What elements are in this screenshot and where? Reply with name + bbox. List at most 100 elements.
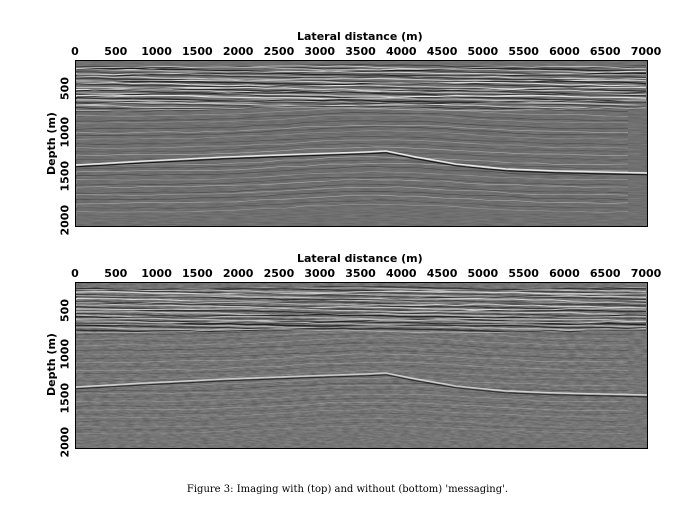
x-tick-label: 1000 (141, 45, 172, 58)
y-tick-label: 1500 (58, 382, 72, 414)
x-tick-label: 1500 (182, 45, 213, 58)
x-tick-label: 5500 (508, 45, 539, 58)
reflector-line (76, 178, 628, 192)
reflector-line (76, 135, 629, 149)
x-tick-label: 500 (104, 45, 128, 58)
x-tick-label: 6000 (549, 45, 580, 58)
x-tick-label: 6500 (589, 45, 621, 58)
x-tick-label: 3000 (304, 267, 336, 280)
figure-caption: Figure 3: Imaging with (top) and without… (186, 484, 509, 495)
x-tick-label: 5500 (508, 267, 539, 280)
reflector-line (76, 307, 647, 313)
seismic-image-bottom (75, 282, 648, 449)
reflector-line (76, 166, 629, 180)
reflector-line (76, 372, 647, 396)
x-tick-label: 5000 (467, 267, 499, 280)
reflector-line (76, 325, 647, 331)
reflector-line (76, 322, 647, 328)
x-tick-label: 2500 (263, 45, 295, 58)
reflector-line (76, 152, 647, 176)
reflector-line (76, 345, 629, 359)
reflector-line (76, 159, 628, 173)
x-tick-label: 0 (71, 45, 79, 58)
reflector-line (76, 333, 629, 346)
x-tick-label: 7000 (630, 267, 662, 280)
x-tick-label: 3500 (345, 267, 376, 280)
reflector-line (76, 186, 629, 199)
y-tick-label: 1500 (58, 160, 72, 192)
reflector-line (76, 353, 629, 367)
reflector-line (76, 397, 629, 411)
x-tick-label: 6500 (589, 267, 621, 280)
reflector-line (76, 290, 647, 296)
reflector-line (76, 156, 629, 169)
reflector-line (76, 130, 629, 144)
reflector-line (76, 388, 629, 402)
reflector-line (76, 357, 629, 371)
x-tick-label: 1500 (182, 267, 213, 280)
y-axis-label: Depth (m) (44, 333, 58, 396)
reflector-line (76, 64, 647, 69)
reflector-line (76, 361, 629, 375)
x-axis-label: Lateral distance (m) (297, 252, 423, 265)
reflector-line (76, 143, 629, 156)
reflector-line (76, 417, 628, 431)
reflector-line (76, 81, 647, 87)
reflector-line (76, 76, 647, 82)
reflector-line (76, 290, 647, 295)
reflector-line (76, 401, 629, 415)
reflector-line (76, 408, 629, 422)
reflector-line (76, 199, 629, 213)
reflector-line (76, 377, 629, 390)
reflector-line (76, 105, 647, 110)
reflector-line (76, 421, 629, 434)
reflector-line (76, 183, 629, 197)
seismic-image-svg (76, 283, 647, 448)
reflector-line (76, 301, 647, 306)
x-tick-label: 2000 (222, 267, 254, 280)
reflector-line (76, 369, 629, 383)
reflector-line (76, 70, 647, 76)
y-tick-label: 500 (58, 298, 72, 322)
y-axis-label: Depth (m) (44, 112, 58, 175)
reflector-line (76, 107, 629, 120)
reflector-line (76, 374, 647, 398)
reflector-line (76, 93, 647, 99)
reflector-line (76, 146, 628, 160)
x-tick-label: 6000 (549, 267, 580, 280)
reflector-line (76, 97, 647, 103)
reflector-line (76, 112, 629, 125)
reflector-line (76, 114, 629, 127)
x-tick-label: 5000 (467, 45, 499, 58)
x-tick-label: 1000 (141, 267, 172, 280)
reflector-line (76, 104, 647, 109)
reflector-line (76, 350, 629, 363)
reflector-line (76, 342, 629, 355)
reflector-line (76, 194, 629, 208)
reflector-line (76, 328, 647, 334)
x-tick-label: 3000 (304, 45, 336, 58)
reflector-line (76, 330, 629, 343)
reflector-line (76, 176, 629, 189)
reflector-line (76, 295, 647, 301)
reflector-line (76, 298, 647, 303)
reflector-line (76, 79, 647, 84)
reflector-line (76, 325, 629, 339)
reflector-line (76, 124, 629, 137)
reflector-line (76, 365, 629, 378)
y-tick-label: 2000 (58, 426, 72, 458)
x-tick-label: 7000 (630, 45, 662, 58)
y-tick-label: 500 (58, 76, 72, 100)
x-tick-label: 3500 (345, 45, 376, 58)
reflector-line (76, 404, 629, 418)
reflector-line (76, 102, 629, 115)
x-tick-label: 500 (104, 267, 128, 280)
y-tick-label: 1000 (58, 338, 72, 370)
y-tick-label: 2000 (58, 204, 72, 236)
x-tick-label: 4500 (426, 267, 458, 280)
reflector-line (76, 327, 647, 333)
x-tick-label: 0 (71, 267, 79, 280)
x-tick-label: 4000 (385, 45, 417, 58)
seismic-image-svg (76, 61, 647, 226)
reflector-line (76, 393, 629, 406)
